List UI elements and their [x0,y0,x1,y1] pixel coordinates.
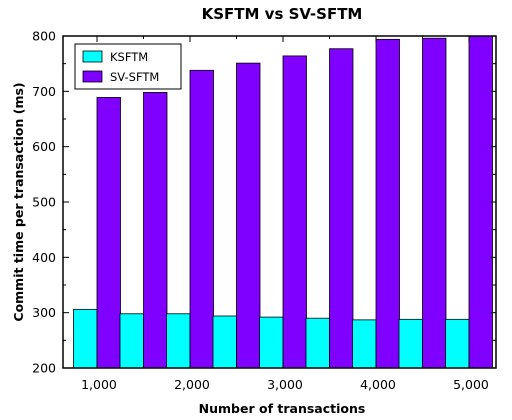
x-tick-label-0: 1,000 [81,377,117,392]
legend: KSFTM SV-SFTM [74,43,182,90]
bar-sv-sftm-2 [189,69,214,369]
y-axis-label: Commit time per transaction (ms) [11,82,26,321]
bar-ksftm-3 [212,315,237,369]
bar-sv-sftm-7 [422,37,447,369]
y-tick-label-500: 500 [32,195,56,210]
legend-swatch-ksftm [82,50,103,63]
bar-ksftm-8 [445,318,470,369]
x-tick-label-8: 5,000 [453,377,489,392]
bar-ksftm-5 [305,317,330,369]
bar-sv-sftm-4 [282,55,307,369]
legend-label-ksftm: KSFTM [110,50,148,64]
bar-ksftm-4 [259,316,284,369]
bar-sv-sftm-0 [96,97,121,369]
x-tick-label-4: 3,000 [267,377,303,392]
bar-ksftm-7 [398,318,423,369]
bar-ksftm-6 [352,319,377,369]
bar-ksftm-1 [119,313,144,369]
legend-label-sv-sftm: SV-SFTM [110,70,159,84]
y-tick-label-700: 700 [32,84,56,99]
x-axis-label: Number of transactions [199,401,366,416]
chart-title: KSFTM vs SV-SFTM [202,5,363,23]
plot-area [73,35,493,369]
y-tick-label-600: 600 [32,139,56,154]
y-tick-label-400: 400 [32,250,56,265]
y-axis: 200 300 400 500 600 700 800 [32,29,496,376]
bar-sv-sftm-6 [375,38,400,369]
bar-ksftm-0 [73,308,98,369]
x-tick-label-2: 2,000 [174,377,210,392]
y-tick-label-200: 200 [32,361,56,376]
bar-ksftm-2 [166,313,191,369]
bar-sv-sftm-8 [468,35,493,369]
legend-swatch-sv-sftm [82,70,103,83]
y-tick-label-800: 800 [32,29,56,44]
y-tick-label-300: 300 [32,305,56,320]
x-tick-label-6: 4,000 [360,377,396,392]
x-axis: 1,000 2,000 3,000 4,000 5,000 [81,36,489,392]
bar-sv-sftm-1 [143,92,168,369]
bar-sv-sftm-3 [236,62,261,369]
bar-sv-sftm-5 [329,48,354,369]
